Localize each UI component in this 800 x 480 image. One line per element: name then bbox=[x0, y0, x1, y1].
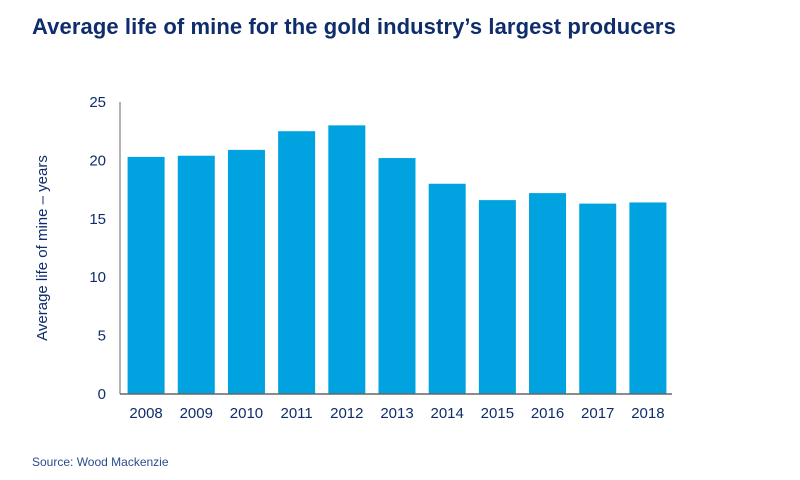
x-tick-label: 2009 bbox=[180, 405, 213, 422]
x-tick-label: 2015 bbox=[481, 405, 514, 422]
y-tick-label: 15 bbox=[89, 211, 106, 228]
x-tick-label: 2011 bbox=[281, 405, 313, 422]
bar-2013 bbox=[378, 158, 416, 394]
x-tick-label: 2010 bbox=[230, 405, 263, 422]
y-tick-label: 25 bbox=[89, 94, 106, 111]
bar-2012 bbox=[328, 125, 366, 395]
y-tick-label: 0 bbox=[98, 386, 106, 403]
y-tick-label: 20 bbox=[89, 152, 106, 169]
y-axis-label: Average life of mine – years bbox=[34, 155, 51, 341]
bar-2011 bbox=[278, 131, 316, 394]
bar-2010 bbox=[227, 149, 265, 394]
x-tick-label: 2016 bbox=[531, 405, 564, 422]
x-tick-label: 2017 bbox=[581, 405, 614, 422]
y-tick-label: 5 bbox=[98, 328, 106, 345]
bar-2018 bbox=[629, 202, 667, 394]
bar-2016 bbox=[529, 193, 567, 394]
source-note: Source: Wood Mackenzie bbox=[32, 455, 169, 469]
x-tick-label: 2014 bbox=[430, 405, 463, 422]
bar-2014 bbox=[428, 183, 466, 394]
x-tick-label: 2013 bbox=[380, 405, 413, 422]
x-tick-label: 2008 bbox=[129, 405, 162, 422]
chart-title: Average life of mine for the gold indust… bbox=[32, 14, 676, 39]
bar-2017 bbox=[579, 203, 617, 394]
x-tick-label: 2012 bbox=[330, 405, 363, 422]
x-tick-label: 2018 bbox=[631, 405, 664, 422]
bar-2008 bbox=[127, 156, 165, 394]
bar-2015 bbox=[478, 200, 516, 394]
y-tick-label: 10 bbox=[89, 269, 106, 286]
bar-2009 bbox=[177, 155, 215, 394]
